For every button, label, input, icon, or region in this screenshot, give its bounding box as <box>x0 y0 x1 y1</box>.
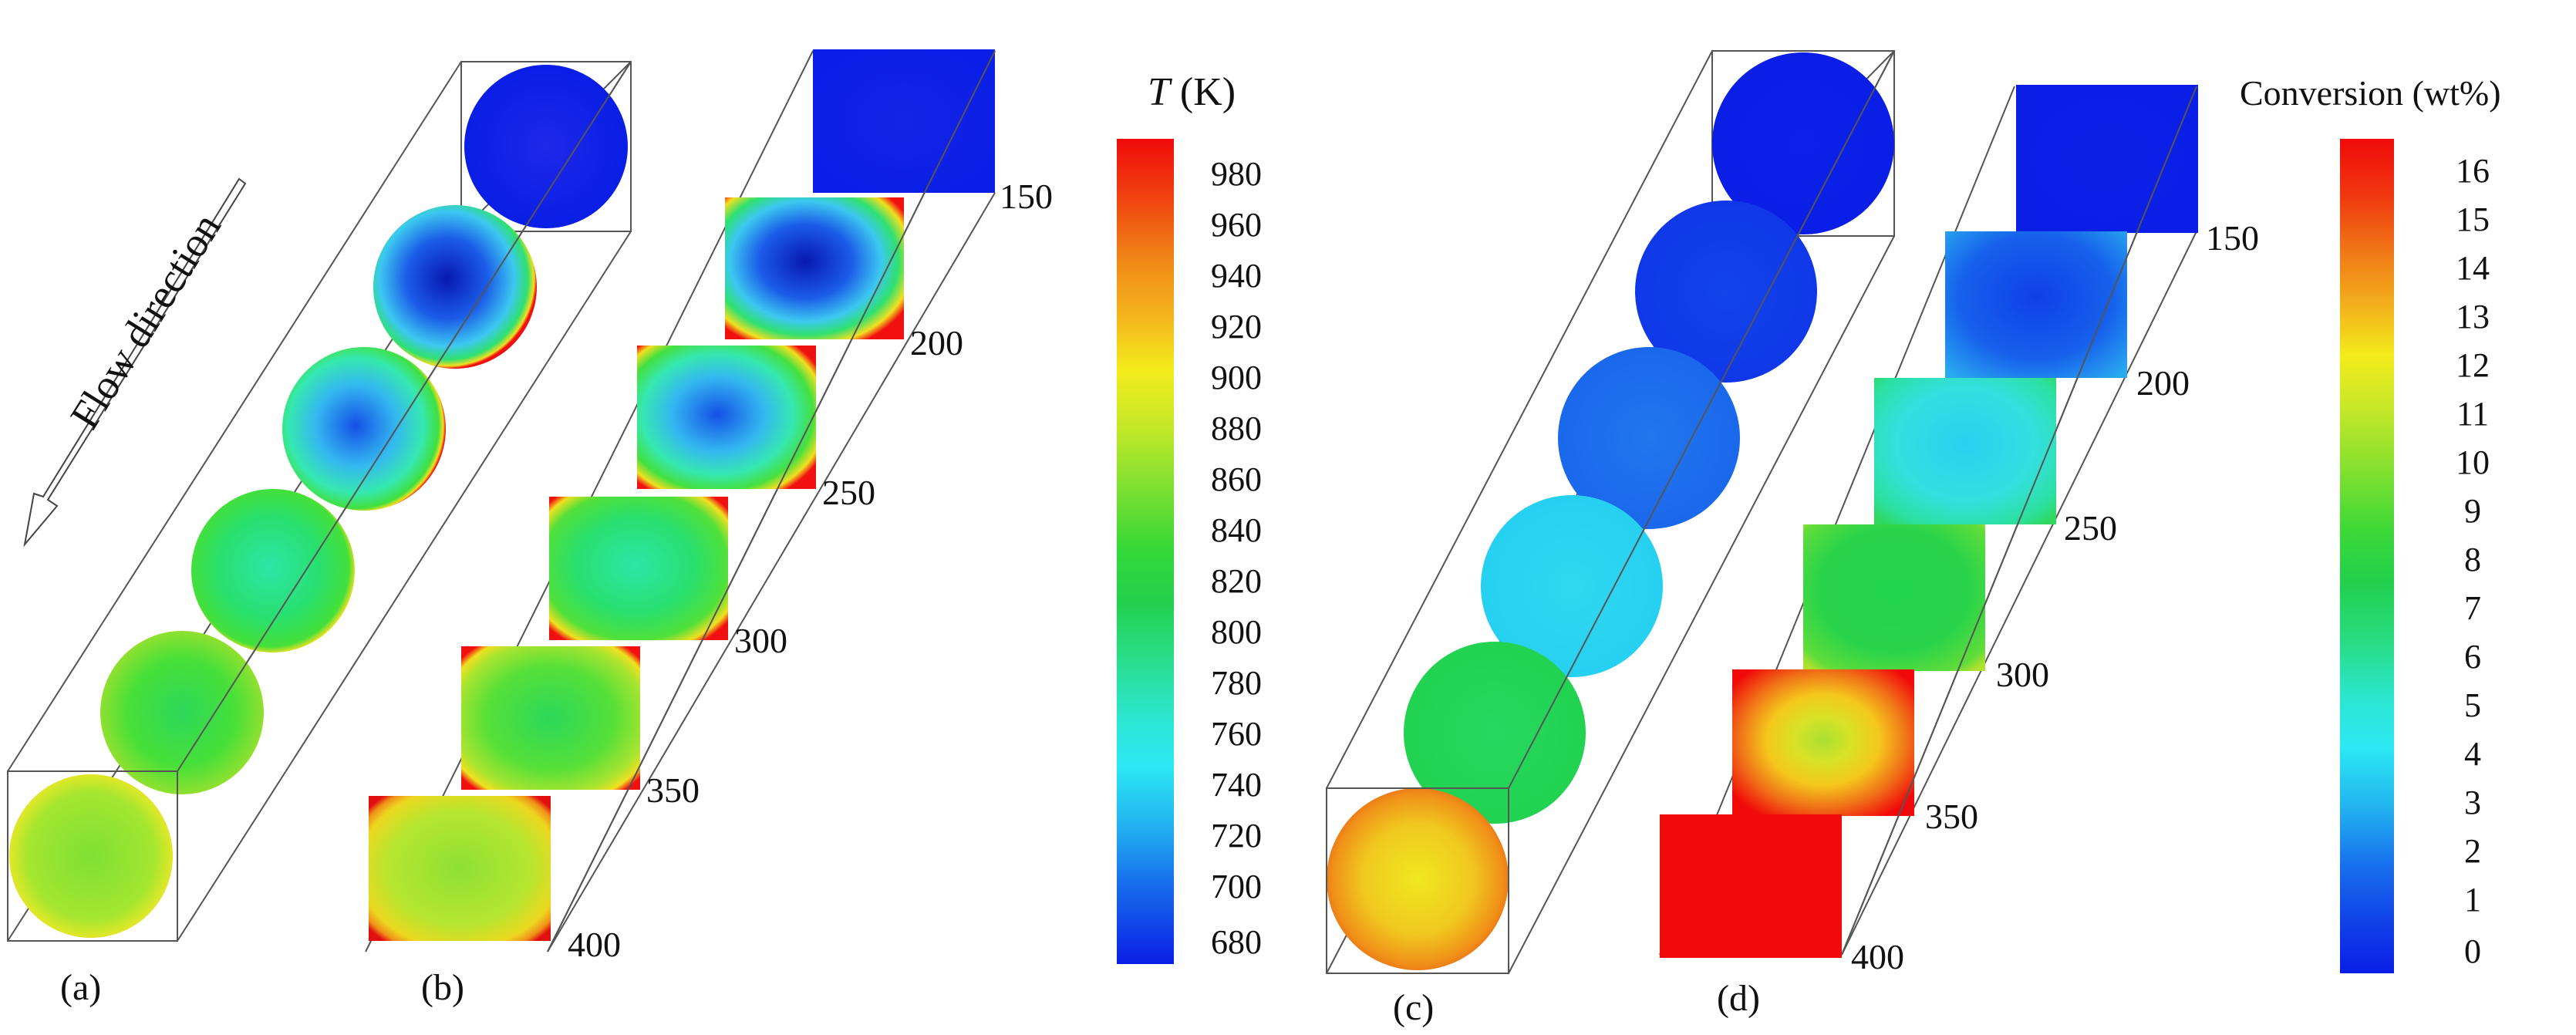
conv-tick: 0 <box>2464 932 2481 970</box>
temp-section-b-400 <box>369 796 551 941</box>
panel-label-b: (b) <box>421 967 464 1008</box>
temp-tick: 760 <box>1211 715 1262 753</box>
conv-tick: 5 <box>2464 686 2481 724</box>
conv-tick: 10 <box>2456 443 2490 481</box>
conversion-section-d-350 <box>1732 669 1914 816</box>
temp-tick: 960 <box>1211 206 1262 244</box>
temp-tick: 860 <box>1211 460 1262 498</box>
temp-section-a-350 <box>100 631 264 794</box>
temp-section-a-300 <box>191 489 355 652</box>
conv-tick: 2 <box>2464 832 2481 870</box>
position-label-b-350: 350 <box>646 770 700 810</box>
conv-tick: 6 <box>2464 638 2481 676</box>
conv-tick: 1 <box>2464 881 2481 919</box>
arrow-icon <box>23 177 247 548</box>
position-labels-b: 150 200 250 300 350 400 <box>568 177 1053 964</box>
conversion-section-c-300 <box>1481 495 1663 677</box>
temp-section-a-250 <box>282 347 446 511</box>
temp-tick: 720 <box>1211 817 1262 855</box>
temp-tick: 880 <box>1211 410 1262 447</box>
conversion-section-d-250 <box>1874 378 2056 524</box>
temp-tick: 700 <box>1211 868 1262 905</box>
position-label-d-400: 400 <box>1851 937 1904 976</box>
position-label-b-200: 200 <box>910 323 963 362</box>
panel-labels: (a) (b) (c) (d) <box>60 967 1760 1028</box>
conversion-section-c-200 <box>1635 201 1817 383</box>
conversion-section-c-150 <box>1712 52 1894 234</box>
position-label-b-400: 400 <box>568 925 621 964</box>
flow-direction-arrow: Flow direction <box>23 177 247 548</box>
panel-a-circular-channel <box>7 61 632 942</box>
temp-tick: 980 <box>1211 155 1262 193</box>
temperature-colorbar <box>1117 139 1174 964</box>
conversion-section-c-250 <box>1558 347 1740 529</box>
conversion-section-d-200 <box>1945 231 2127 378</box>
temp-section-b-150 <box>813 49 995 193</box>
temp-tick: 780 <box>1211 664 1262 702</box>
temperature-legend-title: T (K) <box>1148 70 1236 114</box>
panel-label-a: (a) <box>60 967 101 1008</box>
panel-c-circular-channel <box>1326 50 1895 974</box>
conv-tick: 14 <box>2456 249 2490 287</box>
temp-section-a-200 <box>373 205 537 369</box>
conversion-section-c-400 <box>1327 788 1509 970</box>
conv-tick: 13 <box>2456 298 2490 335</box>
temp-tick: 740 <box>1211 766 1262 804</box>
conv-tick: 11 <box>2456 395 2489 433</box>
panel-label-c: (c) <box>1393 987 1434 1028</box>
temp-tick: 820 <box>1211 562 1262 600</box>
conversion-legend: Conversion (wt%) 16 15 14 13 12 11 10 9 … <box>2240 73 2501 973</box>
temperature-ticks: 980 960 940 920 900 880 860 840 820 800 … <box>1211 155 1262 961</box>
panel-label-d: (d) <box>1717 978 1760 1019</box>
conv-tick: 4 <box>2464 735 2481 773</box>
temp-section-a-400 <box>9 774 173 938</box>
position-label-d-300: 300 <box>1996 655 2049 694</box>
conversion-legend-title: Conversion (wt%) <box>2240 73 2501 113</box>
conversion-section-d-150 <box>2016 85 2198 233</box>
temp-section-a-150 <box>464 65 628 228</box>
temp-section-b-300 <box>549 497 728 640</box>
conv-tick: 16 <box>2456 152 2490 190</box>
flow-direction-label: Flow direction <box>61 205 230 437</box>
channel-a-front-edges <box>7 61 632 942</box>
conversion-section-d-400 <box>1660 814 1842 958</box>
position-label-b-300: 300 <box>734 621 787 660</box>
temp-section-b-350 <box>461 646 640 790</box>
conv-tick: 3 <box>2464 784 2481 821</box>
conv-tick: 12 <box>2456 346 2490 384</box>
conversion-ticks: 16 15 14 13 12 11 10 9 8 7 6 5 4 3 2 1 0 <box>2456 152 2490 970</box>
panel-b-square-channel: 150 200 250 300 350 400 <box>365 49 1053 964</box>
conv-tick: 15 <box>2456 201 2490 238</box>
position-label-d-150: 150 <box>2206 218 2259 258</box>
temp-section-b-250 <box>637 346 816 489</box>
conv-tick: 9 <box>2464 492 2481 530</box>
temp-tick: 940 <box>1211 257 1262 295</box>
temp-tick: 840 <box>1211 511 1262 549</box>
channel-b-diagonal <box>547 50 996 952</box>
temp-tick: 900 <box>1211 359 1262 396</box>
temperature-legend: T (K) 980 960 940 920 900 880 860 840 82… <box>1117 70 1262 964</box>
position-label-b-250: 250 <box>822 473 875 512</box>
channel-c-front-edges <box>1326 50 1895 974</box>
channel-d-diagonal <box>1841 86 2197 956</box>
position-label-d-350: 350 <box>1925 797 1978 836</box>
position-label-b-150: 150 <box>1000 177 1053 216</box>
temp-tick: 800 <box>1211 613 1262 651</box>
position-labels-d: 150 200 250 300 350 400 <box>1851 218 2259 976</box>
conversion-section-c-350 <box>1404 642 1586 824</box>
conversion-colorbar <box>2340 139 2394 973</box>
temp-section-b-200 <box>725 197 904 339</box>
temp-tick: 680 <box>1211 923 1262 961</box>
temp-tick: 920 <box>1211 308 1262 346</box>
position-label-d-250: 250 <box>2064 508 2117 548</box>
conv-tick: 7 <box>2464 589 2481 627</box>
conv-tick: 8 <box>2464 541 2481 578</box>
panel-d-square-channel: 150 200 250 300 350 400 <box>1659 85 2259 976</box>
position-label-d-200: 200 <box>2136 363 2190 403</box>
conversion-section-d-300 <box>1803 524 1985 671</box>
